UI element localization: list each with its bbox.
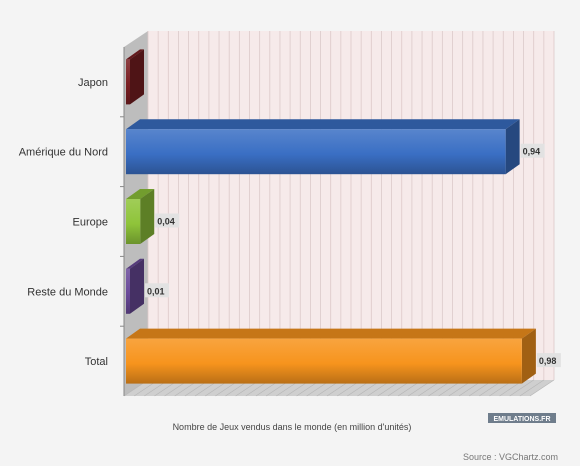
bar-front-face: [126, 129, 506, 175]
value-label: 0,04: [157, 217, 175, 227]
floor-grid-line: [519, 379, 545, 397]
bar-top-face: [126, 328, 536, 339]
bar-3: [126, 258, 144, 314]
value-label-bg: [536, 353, 561, 368]
category-label: Total: [85, 356, 108, 368]
bar-2: [126, 189, 155, 244]
x-axis-label: Nombre de Jeux vendus dans le monde (en …: [173, 422, 412, 432]
value-label-bg: [520, 143, 545, 158]
value-label: 0,94: [523, 147, 541, 157]
emulations-logo: EMULATIONS.FR: [488, 413, 556, 423]
value-label: 0,98: [539, 356, 557, 366]
bar-end-face: [505, 119, 520, 175]
bar-end-face: [140, 189, 155, 244]
bar-end-face: [521, 328, 536, 384]
bar-1: [126, 119, 520, 175]
floor-grid-line: [529, 379, 555, 397]
bar-top-face: [126, 49, 144, 60]
bar-top-face: [126, 189, 155, 199]
bar-0: [126, 49, 144, 105]
bar-front-face: [126, 268, 130, 314]
floor-grid-line: [509, 379, 534, 397]
category-label: Reste du Monde: [27, 286, 108, 298]
source-text: Source : VGChartz.com: [463, 452, 558, 462]
value-label-bg: [145, 283, 169, 298]
bar-top-face: [126, 258, 144, 269]
bar-end-face: [130, 258, 144, 314]
category-label: Japon: [78, 77, 108, 89]
category-label: Europe: [73, 217, 108, 229]
logo-text: EMULATIONS.FR: [493, 416, 550, 423]
bar-front-face: [126, 59, 130, 105]
bar-top-face: [126, 119, 520, 130]
value-label: 0,01: [147, 286, 165, 296]
category-label: Amérique du Nord: [19, 147, 108, 159]
bar-end-face: [130, 49, 144, 105]
bar-4: [126, 328, 536, 384]
bar-front-face: [126, 199, 141, 244]
value-label-bg: [155, 213, 180, 228]
bar-front-face: [126, 338, 522, 384]
